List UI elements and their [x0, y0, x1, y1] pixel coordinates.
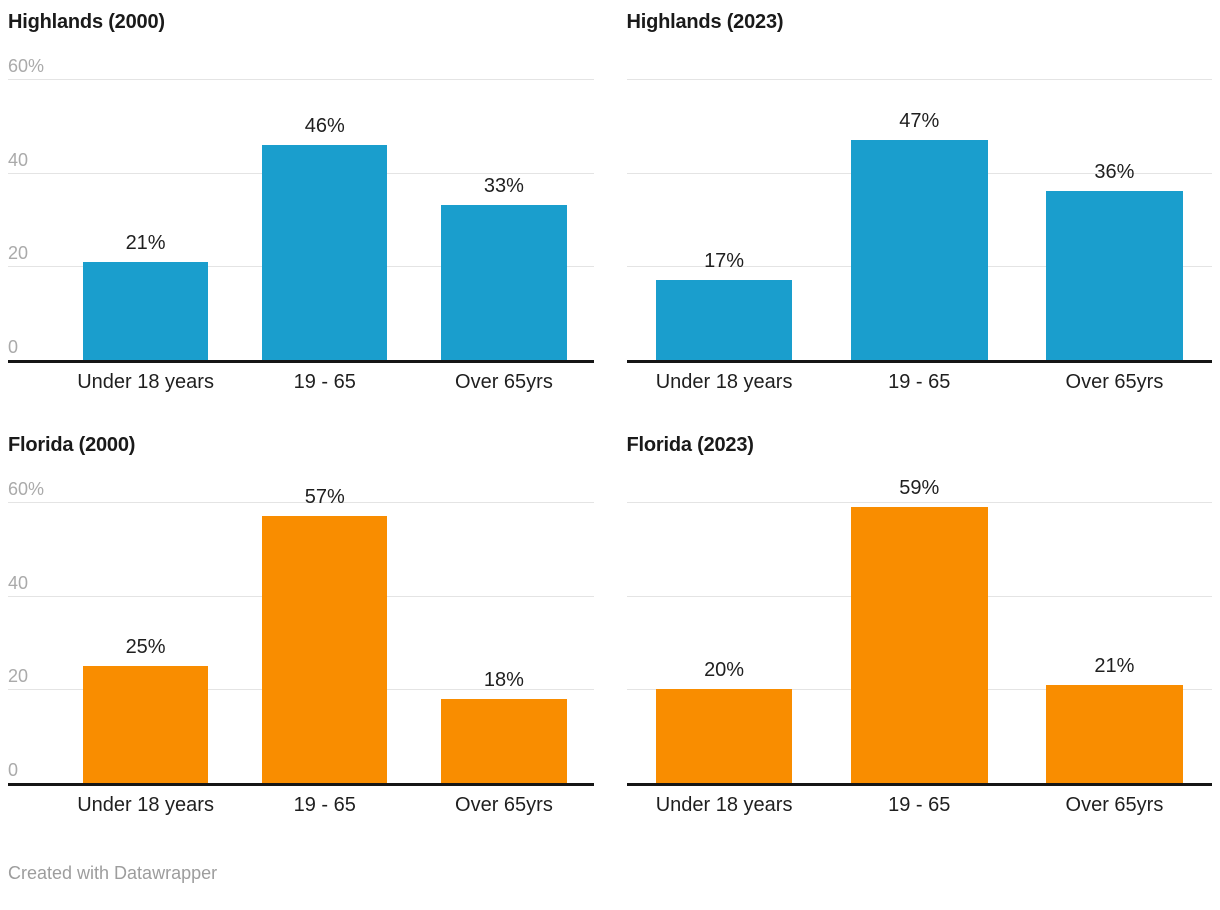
- category-label: Under 18 years: [77, 371, 214, 393]
- bar-chart: Highlands (2000) 60% 40 20 0 21% 46% 33% Under…: [8, 10, 594, 395]
- bar-value-label: 25%: [125, 635, 166, 658]
- bar: [850, 139, 988, 360]
- y-tick-label: 20: [8, 666, 29, 687]
- bar: [655, 280, 793, 360]
- y-tick-label: 20: [8, 243, 29, 264]
- bar: [262, 144, 388, 360]
- plot-area: 60% 40 20 0 25% 57% 18%: [8, 479, 594, 786]
- bar: [655, 689, 793, 783]
- chart-title: Florida (2023): [626, 434, 754, 456]
- plot-area: 60% 40 20 0 21% 46% 33%: [8, 56, 594, 363]
- bar-value-label: 18%: [483, 668, 524, 691]
- plot-area: 60%4020017%47%36%: [626, 79, 1213, 363]
- bar-slot: 33%: [414, 79, 593, 360]
- bar: [850, 506, 988, 783]
- bar-chart: Florida (2000) 60% 40 20 0 25% 57% 18% Under 1…: [8, 433, 594, 818]
- attribution-footer: Created with Datawrapper: [8, 863, 218, 883]
- bar-chart: Highlands (2023) 60%4020017%47%36% Under…: [626, 10, 1213, 395]
- bar-value-label: 47%: [899, 109, 940, 132]
- bars-container: 21% 46% 33%: [56, 79, 594, 360]
- bar: [82, 261, 209, 360]
- bar: [441, 698, 567, 783]
- bar-slot: 17%: [627, 79, 822, 360]
- bars-container: 17% 47% 36%: [627, 79, 1213, 360]
- bar: [262, 516, 388, 783]
- bar-slot: 18%: [414, 502, 593, 783]
- bar-value-label: 21%: [125, 231, 166, 254]
- bar-slot: 36%: [1017, 79, 1212, 360]
- bar-value-label: 20%: [704, 659, 745, 682]
- bar-value-label: 46%: [304, 114, 345, 137]
- category-label: Under 18 years: [655, 794, 793, 816]
- bar-value-label: 21%: [1094, 654, 1135, 677]
- x-axis-labels: Under 18 years 19 - 65 Over 65yrs: [627, 792, 1213, 818]
- bar: [441, 205, 567, 360]
- category-label: 19 - 65: [888, 794, 951, 816]
- bar-slot: 20%: [627, 502, 822, 783]
- category-label: Under 18 years: [77, 794, 214, 816]
- y-tick-label: 40: [8, 572, 29, 593]
- bar-slot: 57%: [235, 486, 414, 783]
- bars-container: 20% 59% 21%: [627, 477, 1213, 783]
- y-tick-label: 0: [8, 337, 19, 357]
- bar-chart: Florida (2023) 60%4020020%59%21% Under 1…: [626, 433, 1213, 818]
- y-tick-label: 60%: [8, 56, 45, 76]
- bar-slot: 46%: [235, 79, 414, 360]
- bar-value-label: 57%: [304, 486, 345, 509]
- plot-area: 60%4020020%59%21%: [626, 477, 1213, 786]
- category-label: Under 18 years: [655, 371, 793, 393]
- y-tick-label: 60%: [8, 479, 45, 499]
- category-label: Over 65yrs: [455, 794, 553, 816]
- bar-value-label: 36%: [1094, 161, 1135, 184]
- bar: [82, 665, 209, 783]
- bar-value-label: 33%: [483, 175, 524, 198]
- bar-slot: 21%: [56, 79, 235, 360]
- chart-title: Highlands (2023): [626, 11, 784, 33]
- y-gridline: [626, 502, 1212, 503]
- category-label: Over 65yrs: [1065, 794, 1164, 816]
- y-tick-label: 0: [8, 760, 19, 780]
- category-label: 19 - 65: [293, 794, 356, 816]
- x-axis-labels: Under 18 years 19 - 65 Over 65yrs: [627, 369, 1213, 395]
- category-label: Over 65yrs: [1065, 371, 1164, 393]
- chart-title: Highlands (2000): [8, 11, 165, 33]
- x-axis-labels: Under 18 years 19 - 65 Over 65yrs: [56, 792, 594, 818]
- category-label: 19 - 65: [293, 371, 356, 393]
- chart-title: Florida (2000): [8, 434, 136, 456]
- y-tick-label: 40: [8, 149, 29, 170]
- page: Highlands (2000) 60% 40 20 0 21% 46% 33% Under…: [8, 10, 1212, 883]
- charts-grid: Highlands (2000) 60% 40 20 0 21% 46% 33% Under…: [8, 10, 1212, 818]
- y-gridline: [626, 79, 1212, 80]
- bar-slot: 47%: [822, 79, 1017, 360]
- bar-slot: 25%: [56, 502, 235, 783]
- y-gridline: [8, 79, 594, 80]
- bar-slot: 21%: [1017, 502, 1212, 783]
- bar: [1046, 684, 1183, 783]
- category-label: 19 - 65: [888, 371, 951, 393]
- bar: [1046, 191, 1183, 360]
- bar-value-label: 17%: [704, 250, 745, 273]
- x-axis-labels: Under 18 years 19 - 65 Over 65yrs: [56, 369, 594, 395]
- bar-value-label: 59%: [899, 476, 940, 499]
- y-gridline: [8, 502, 594, 503]
- category-label: Over 65yrs: [455, 371, 553, 393]
- bar-slot: 59%: [822, 477, 1017, 783]
- bars-container: 25% 57% 18%: [56, 486, 594, 783]
